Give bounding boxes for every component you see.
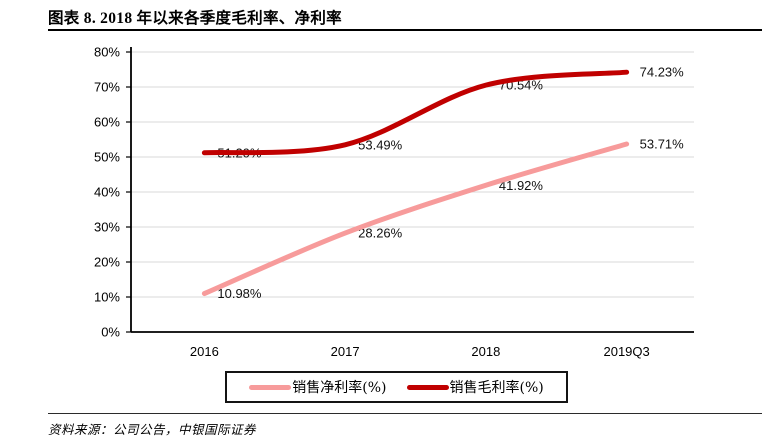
y-tick-label: 30% bbox=[94, 220, 120, 235]
net_margin-data-label: 28.26% bbox=[358, 226, 403, 241]
net_margin-data-label: 41.92% bbox=[499, 178, 544, 193]
gross-margin-line-swatch bbox=[406, 384, 449, 390]
y-tick-label: 20% bbox=[94, 255, 120, 270]
y-tick-label: 40% bbox=[94, 185, 120, 200]
y-tick-label: 50% bbox=[94, 150, 120, 165]
x-tick-label: 2018 bbox=[471, 344, 500, 359]
y-tick-label: 0% bbox=[101, 325, 120, 340]
y-tick-label: 70% bbox=[94, 80, 120, 95]
net_margin-data-label: 53.71% bbox=[640, 137, 685, 152]
title-rule bbox=[48, 29, 762, 31]
net-margin-line-swatch bbox=[249, 384, 292, 390]
gross_margin-line bbox=[201, 69, 630, 156]
y-tick-label: 60% bbox=[94, 115, 120, 130]
source-rule bbox=[48, 413, 762, 414]
y-tick-label: 80% bbox=[94, 45, 120, 60]
x-tick-label: 2019Q3 bbox=[603, 344, 649, 359]
net_margin-data-label: 10.98% bbox=[217, 286, 262, 301]
net_margin-line bbox=[201, 141, 630, 297]
x-tick-label: 2016 bbox=[190, 344, 219, 359]
chart-legend: 销售净利率(%) 销售毛利率(%) bbox=[225, 371, 568, 403]
y-tick-label: 10% bbox=[94, 290, 120, 305]
legend-item-gross-margin: 销售毛利率(%) bbox=[406, 377, 544, 397]
figure-title: 图表 8. 2018 年以来各季度毛利率、净利率 bbox=[48, 10, 342, 27]
net-margin-legend-label: 销售净利率(%) bbox=[292, 380, 387, 396]
x-tick-label: 2017 bbox=[331, 344, 360, 359]
legend-item-net-margin: 销售净利率(%) bbox=[249, 377, 387, 397]
gross-margin-legend-label: 销售毛利率(%) bbox=[449, 380, 544, 396]
gross_margin-data-label: 74.23% bbox=[640, 65, 685, 80]
gross_margin-data-label: 53.49% bbox=[358, 137, 403, 152]
source-note: 资料来源：公司公告，中银国际证券 bbox=[48, 423, 257, 437]
